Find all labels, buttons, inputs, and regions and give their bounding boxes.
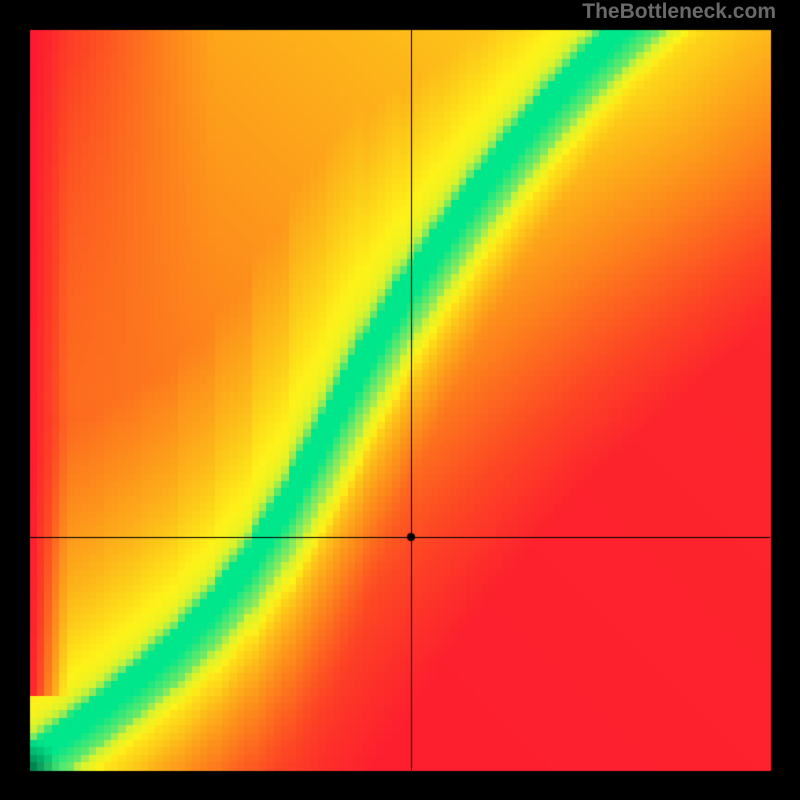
bottleneck-heatmap [0,0,800,800]
watermark-text: TheBottleneck.com [582,0,776,24]
chart-container: TheBottleneck.com [0,0,800,800]
